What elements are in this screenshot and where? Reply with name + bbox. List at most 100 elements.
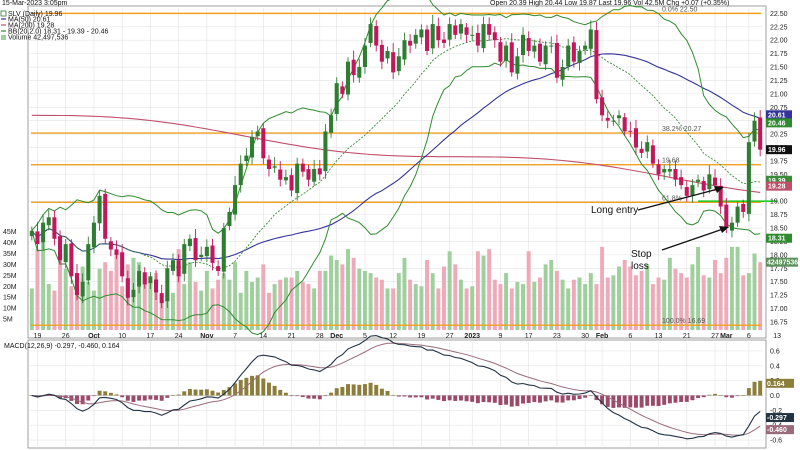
- candle-body: [249, 136, 255, 158]
- macd-histogram-bar: [746, 388, 751, 396]
- macd-tag-label: -0.460: [767, 427, 787, 434]
- macd-histogram-bar: [633, 395, 638, 408]
- volume-bar: [193, 281, 198, 330]
- candle-body: [758, 117, 763, 150]
- macd-histogram-bar: [538, 395, 542, 403]
- macd-histogram-bar: [295, 395, 300, 397]
- ma50-line: [31, 53, 761, 261]
- volume-bar: [261, 264, 266, 330]
- x-tick-label: 30: [581, 333, 589, 340]
- candle-body: [368, 24, 373, 43]
- candle-body: [80, 281, 85, 297]
- price-tag-label: 19.39: [768, 178, 786, 185]
- volume-bar: [357, 268, 362, 330]
- x-tick-label: 21: [683, 333, 691, 340]
- macd-histogram-bar: [588, 395, 593, 396]
- candle-body: [340, 86, 345, 94]
- candle-body: [662, 169, 667, 173]
- candle-body: [554, 42, 559, 78]
- price-tick-label: 17.75: [770, 266, 788, 273]
- volume-bar: [86, 281, 91, 330]
- price-tick-label: 19.00: [770, 199, 788, 206]
- candle-body: [458, 24, 463, 34]
- volume-bar: [741, 275, 746, 330]
- macd-histogram-bar: [549, 395, 554, 401]
- price-tag-label: 20.61: [768, 112, 786, 119]
- volume-bar: [453, 264, 458, 330]
- macd-histogram-bar: [509, 395, 514, 407]
- macd-tick-label: 0.4: [770, 363, 780, 370]
- volume-bar: [69, 286, 74, 330]
- macd-histogram-bar: [261, 378, 266, 396]
- macd-histogram-bar: [351, 384, 356, 396]
- candle-body: [504, 45, 509, 62]
- volume-tick-label: 15M: [3, 295, 17, 302]
- macd-histogram-bar: [752, 381, 757, 396]
- candle-body: [120, 252, 125, 277]
- fib-label: 0.0% 22.50: [662, 6, 698, 13]
- long-entry-arrow: [637, 188, 719, 211]
- macd-histogram-bar: [86, 395, 91, 401]
- macd-histogram-bar: [368, 382, 373, 396]
- candle-body: [526, 38, 531, 51]
- volume-bar: [300, 281, 305, 330]
- macd-histogram-bar: [453, 395, 458, 401]
- price-candles: [29, 14, 763, 309]
- macd-histogram-bar: [741, 395, 746, 396]
- volume-bar: [600, 246, 605, 330]
- candle-body: [154, 279, 159, 293]
- volume-bar: [329, 255, 334, 330]
- candle-body: [379, 44, 384, 62]
- macd-histogram-bar: [515, 395, 520, 407]
- candle-body: [63, 244, 68, 263]
- candle-body: [549, 45, 554, 47]
- volume-bar: [554, 270, 559, 330]
- volume-bar: [639, 270, 644, 330]
- macd-tick-label: -0.6: [770, 438, 782, 445]
- quote-line: Open 20.39 High 20.44 Low 19.87 Last 19.…: [490, 0, 729, 7]
- volume-tick-label: 25M: [3, 273, 17, 280]
- volume-bar: [425, 260, 430, 330]
- candle-body: [402, 40, 407, 60]
- long-entry-label: Long entry: [591, 205, 638, 216]
- price-tick-label: 18.75: [770, 212, 788, 219]
- candle-body: [718, 185, 723, 207]
- price-tag-label: 20.46: [768, 120, 786, 127]
- candle-body: [684, 187, 689, 196]
- volume-tick-label: 40M: [3, 240, 17, 247]
- macd-histogram-bar: [148, 395, 153, 400]
- volume-bar: [724, 257, 729, 330]
- candle-body: [46, 217, 51, 226]
- macd-histogram-bar: [532, 395, 537, 403]
- volume-bar: [142, 277, 147, 330]
- macd-histogram-bar: [724, 395, 729, 398]
- macd-histogram-bar: [278, 389, 283, 396]
- price-tick-label: 18.50: [770, 226, 788, 233]
- candle-body: [560, 67, 565, 80]
- candle-body: [521, 34, 526, 56]
- x-tick-label: 27: [446, 333, 454, 340]
- macd-histogram-bar: [713, 393, 717, 396]
- macd-histogram-bar: [266, 382, 271, 396]
- macd-histogram-bar: [58, 395, 63, 399]
- volume-bar: [560, 279, 565, 330]
- x-tick-label: Dec: [330, 333, 343, 340]
- x-tick-label: 17: [146, 333, 154, 340]
- macd-histogram-bar: [504, 395, 509, 405]
- macd-histogram-bar: [560, 395, 565, 403]
- candle-body: [176, 260, 181, 277]
- macd-histogram-bar: [396, 395, 401, 397]
- candle-body: [605, 117, 610, 121]
- macd-histogram-bar: [97, 390, 102, 396]
- candle-body: [470, 34, 475, 36]
- x-tick-label: 12: [389, 333, 397, 340]
- macd-histogram-bar: [645, 395, 650, 406]
- candle-body: [724, 204, 729, 229]
- volume-bar: [566, 288, 571, 330]
- x-tick-label: 19: [34, 333, 42, 340]
- volume-tick-label: 20M: [3, 284, 17, 291]
- candle-body: [492, 32, 497, 41]
- price-tag-label: 19.28: [768, 184, 786, 191]
- macd-histogram-bar: [187, 388, 192, 396]
